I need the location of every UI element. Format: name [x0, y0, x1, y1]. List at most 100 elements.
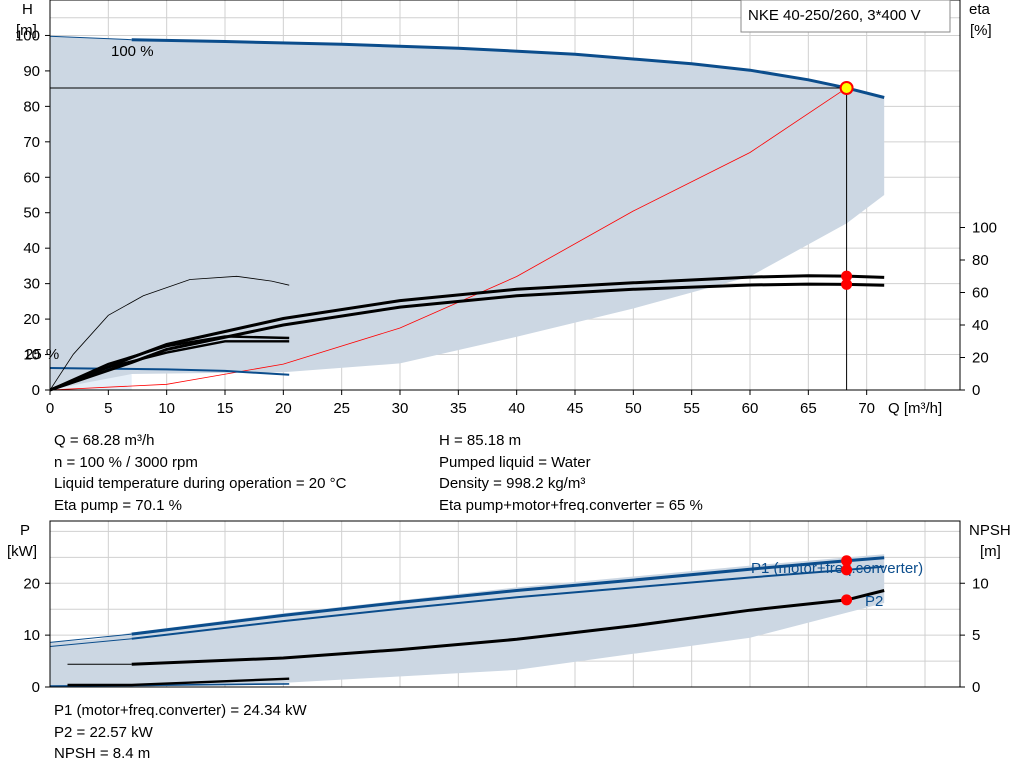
top-y-ticks-left: 0 10 20 30 40 50 60 70 80 90 100: [15, 27, 50, 399]
top-y-tick-label-left: 80: [23, 98, 40, 115]
top-x-tick-label: 55: [683, 400, 700, 417]
top-operating-point: [50, 80, 854, 390]
bottom-ylabel-left-1: P: [20, 522, 30, 539]
bottom-y-ticks-left: 0 10 20: [23, 575, 50, 696]
info-density: Density = 998.2 kg/m³: [439, 475, 586, 492]
legend-p1: P1 (motor+freq.converter): [751, 560, 923, 577]
top-x-tick-label: 40: [508, 400, 525, 417]
top-y-tick-label-right: 60: [972, 285, 989, 302]
top-x-tick-label: 50: [625, 400, 642, 417]
bottom-chart-frame: [49, 520, 961, 688]
bottom-ylabel-left-2: [kW]: [7, 543, 37, 560]
top-y-tick-label-left: 10: [23, 347, 40, 364]
info-npsh: NPSH = 8.4 m: [54, 745, 151, 762]
top-y-tick-label-left: 60: [23, 169, 40, 186]
top-x-ticks: 0 5 10 15 20 25 30 35 40 45 50 55 60 65 70: [46, 390, 875, 417]
npsh-curve: [131, 589, 885, 666]
top-x-tick-label: 70: [858, 400, 875, 417]
operating-point-eta-pump: [841, 270, 853, 282]
top-ylabel-right-2: [%]: [970, 22, 992, 39]
top-chart-frame: [49, 0, 961, 391]
operating-point-npsh: [841, 594, 853, 606]
info-p1: P1 (motor+freq.converter) = 24.34 kW: [54, 702, 307, 719]
h-curve-25: [49, 367, 290, 376]
npsh-25-curve: [67, 677, 290, 687]
top-y-tick-label-left: 50: [23, 205, 40, 222]
top-x-tick-label: 65: [800, 400, 817, 417]
bottom-ylabel-right-1: NPSH: [969, 522, 1011, 539]
top-ylabel-right-1: eta: [969, 1, 991, 18]
bottom-y-tick-label-right: 0: [972, 679, 980, 696]
chart-title: NKE 40-250/260, 3*400 V: [748, 7, 921, 24]
top-y-tick-label-right: 40: [972, 317, 989, 334]
bottom-y-tick-label-right: 10: [972, 575, 989, 592]
operating-point-p1: [841, 555, 853, 567]
top-y-tick-label-left: 30: [23, 276, 40, 293]
bottom-y-tick-label-right: 5: [972, 627, 980, 644]
top-x-tick-label: 25: [333, 400, 350, 417]
p2-curve: [131, 565, 885, 640]
bottom-y-ticks-right: 0 5 10: [960, 575, 989, 696]
info-head: H = 85.18 m: [439, 432, 522, 449]
top-y-tick-label-right: 80: [972, 252, 989, 269]
operating-point-eta-total: [841, 278, 853, 290]
top-y-tick-label-left: 70: [23, 134, 40, 151]
top-y-tick-label-right: 100: [972, 220, 997, 237]
info-pumped-liquid: Pumped liquid = Water: [439, 453, 591, 471]
bottom-y-tick-label-left: 10: [23, 627, 40, 644]
top-y-tick-label-left: 0: [32, 382, 40, 399]
info-liquid-temperature: Liquid temperature during operation = 20…: [54, 475, 347, 492]
bottom-band-fill: [50, 554, 885, 687]
top-x-tick-label: 60: [742, 400, 759, 417]
top-ylabel-left-2: [m]: [16, 22, 37, 39]
top-y-ticks-right: 0 20 40 60 80 100: [960, 220, 997, 399]
top-x-tick-label: 20: [275, 400, 292, 417]
top-operating-band: [50, 36, 885, 390]
bottom-curves: [49, 556, 885, 687]
info-eta-total: Eta pump+motor+freq.converter = 65 %: [439, 496, 703, 514]
top-y-tick-label-right: 0: [972, 382, 980, 399]
top-x-tick-label: 30: [392, 400, 409, 417]
top-x-tick-label: 35: [450, 400, 467, 417]
operating-point-head: [839, 80, 854, 95]
top-x-tick-label: 0: [46, 400, 54, 417]
top-x-tick-label: 10: [158, 400, 175, 417]
top-x-tick-label: 5: [104, 400, 112, 417]
p1-curve: [131, 556, 885, 636]
bottom-y-tick-label-left: 0: [32, 679, 40, 696]
top-x-tick-label: 45: [567, 400, 584, 417]
top-xlabel: Q [m³/h]: [888, 400, 942, 417]
info-bottom: P1 (motor+freq.converter) = 24.34 kW P2 …: [54, 700, 307, 765]
operating-point-p2: [841, 564, 853, 576]
eta-best-thin: [49, 275, 290, 391]
h-curve-extension: [49, 35, 132, 41]
bottom-operating-band: [50, 554, 885, 687]
p2-curve-extension: [49, 638, 132, 647]
info-eta-pump: Eta pump = 70.1 %: [54, 496, 182, 514]
info-top-left: Q = 68.28 m³/h n = 100 % / 3000 rpm Liqu…: [54, 430, 346, 516]
legend-p2: P2: [865, 593, 883, 610]
info-p2: P2 = 22.57 kW: [54, 723, 153, 741]
h-curve-100: [131, 38, 885, 99]
top-y-tick-label-left: 20: [23, 311, 40, 328]
eta-25-total-curve: [49, 340, 290, 392]
top-ylabel-left-1: H: [22, 1, 33, 18]
annotation-100-percent: 100 %: [111, 43, 154, 60]
bottom-y-tick-label-left: 20: [23, 575, 40, 592]
eta-25-pump-curve: [49, 335, 290, 392]
top-x-tick-label: 15: [217, 400, 234, 417]
info-top-right: H = 85.18 m Pumped liquid = Water Densit…: [439, 430, 703, 516]
top-y-tick-label-left: 90: [23, 63, 40, 80]
bottom-ylabel-right-2: [m]: [980, 543, 1001, 560]
info-speed: n = 100 % / 3000 rpm: [54, 453, 198, 471]
chart-title-box: [740, 0, 951, 33]
p1-curve-extension: [49, 633, 132, 643]
eta-total-curve: [49, 282, 885, 392]
annotation-25-percent: 25 %: [25, 346, 59, 363]
bottom-operating-point: [841, 555, 853, 606]
top-y-tick-label-left: 100: [15, 27, 40, 44]
info-flow: Q = 68.28 m³/h: [54, 432, 155, 449]
top-y-tick-label-left: 40: [23, 240, 40, 257]
top-band-fill: [50, 36, 885, 390]
